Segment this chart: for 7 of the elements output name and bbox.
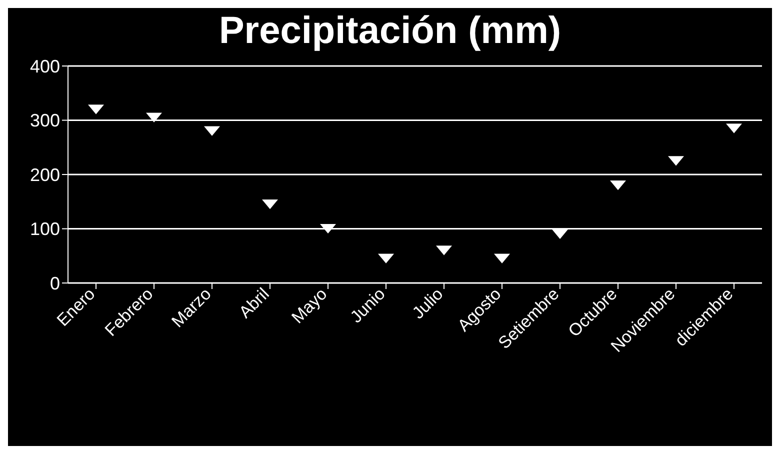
- y-tick-label: 200: [30, 164, 60, 185]
- x-tick-label: Julio: [408, 284, 447, 323]
- y-tick-label: 0: [50, 273, 60, 294]
- y-tick-label: 400: [30, 56, 60, 76]
- chart-title: Precipitación (mm): [218, 9, 562, 54]
- y-tick-label: 100: [30, 219, 60, 240]
- y-tick-label: 300: [30, 110, 60, 131]
